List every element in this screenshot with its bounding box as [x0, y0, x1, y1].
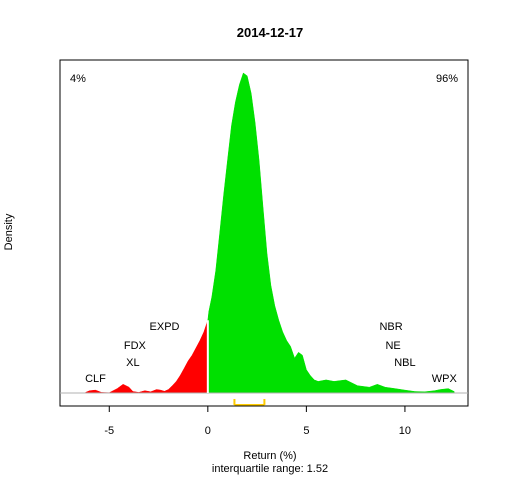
chart-title: 2014-12-17 — [237, 25, 304, 40]
iqr-bracket — [233, 399, 266, 406]
ticker-label: NBL — [394, 357, 415, 369]
x-tick-label: 5 — [303, 425, 309, 437]
ticker-label: NE — [385, 340, 400, 352]
x-tick-label: 10 — [399, 425, 411, 437]
x-axis: -5 0 5 10 — [104, 405, 411, 437]
y-axis-label: Density — [3, 213, 15, 250]
x-tick-label: -5 — [104, 425, 114, 437]
ticker-label: EXPD — [150, 321, 180, 333]
ticker-label: FDX — [124, 340, 147, 352]
iqr-caption: interquartile range: 1.52 — [212, 463, 328, 475]
ticker-label: CLF — [85, 373, 106, 385]
x-tick-label: 0 — [205, 425, 211, 437]
ticker-label: XL — [126, 357, 139, 369]
positive-share-label: 96% — [436, 73, 458, 85]
x-axis-label: Return (%) — [243, 450, 296, 462]
positive-density-area — [207, 72, 455, 394]
negative-share-label: 4% — [70, 73, 86, 85]
ticker-label: NBR — [379, 321, 402, 333]
ticker-label: WPX — [432, 373, 458, 385]
